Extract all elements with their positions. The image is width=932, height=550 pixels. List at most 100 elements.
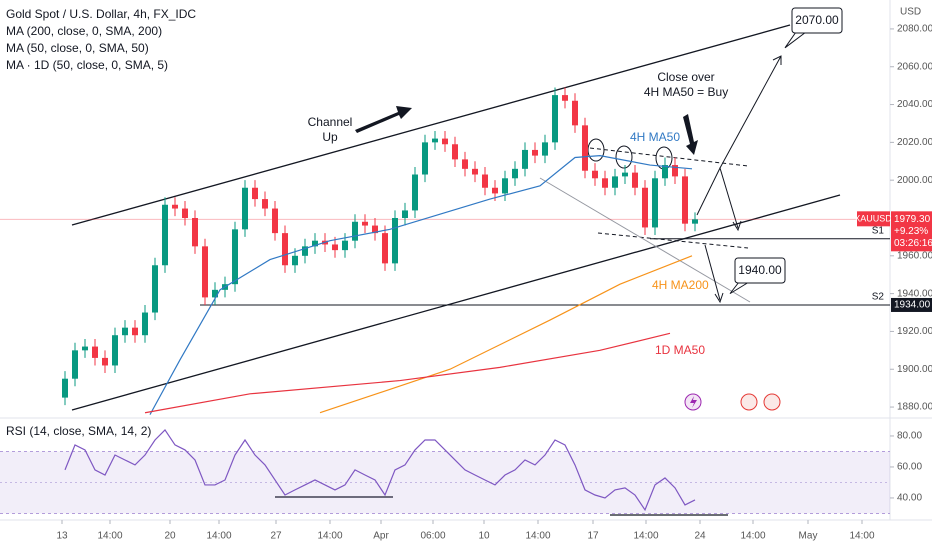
candle-body <box>112 335 118 366</box>
candle-body <box>312 240 318 247</box>
annotation: Up <box>322 130 338 144</box>
callout-box <box>791 7 843 34</box>
candle-body <box>252 187 258 200</box>
candle-body <box>342 240 348 251</box>
callout-label: 1940.00 <box>738 263 782 277</box>
y-tick-label: 2000.00 <box>897 175 932 186</box>
candle-body <box>92 346 98 358</box>
callout-box <box>734 257 786 284</box>
x-tick-label: 10 <box>478 531 490 542</box>
candle-body <box>352 221 358 241</box>
callout-pointer <box>729 281 750 295</box>
y-tick-label: 2040.00 <box>897 99 932 110</box>
y-tick-label: 1940.00 <box>897 288 932 299</box>
x-tick-label: 24 <box>694 531 706 542</box>
candle-body <box>662 165 668 179</box>
y-tick-label: 2060.00 <box>897 61 932 72</box>
candle-body <box>432 138 438 143</box>
rsi-title: RSI (14, close, SMA, 14, 2) <box>6 424 151 438</box>
event-icon <box>763 393 781 411</box>
candle-body <box>212 289 218 298</box>
candle-body <box>562 95 568 101</box>
y-tick-label: 1920.00 <box>897 326 932 337</box>
x-tick-label: May <box>799 531 818 542</box>
candle-body <box>382 233 388 264</box>
symbol-tag-label: XAUUSD <box>854 214 892 224</box>
candle-body <box>182 208 188 218</box>
candle-body <box>402 210 408 218</box>
x-tick-label: 14:00 <box>525 531 550 542</box>
level-name: S2 <box>872 292 885 303</box>
candle-body <box>412 174 418 211</box>
event-icon-glyph <box>690 396 697 408</box>
channel-top <box>71 24 791 226</box>
y-tick-label: 2080.00 <box>897 24 932 35</box>
candle-body <box>282 233 288 266</box>
buy-arrow <box>683 114 698 155</box>
candle-body <box>572 100 578 126</box>
candle-body <box>332 244 338 251</box>
candle-body <box>512 168 518 179</box>
x-tick-label: 20 <box>164 531 176 542</box>
indicator-legend: MA (50, close, 0, SMA, 50) <box>6 41 149 55</box>
level-name: S1 <box>872 225 885 236</box>
x-tick-label: 17 <box>587 531 599 542</box>
candle-body <box>392 217 398 264</box>
dashed-resistance <box>589 147 749 167</box>
callout-label: 2070.00 <box>795 13 839 27</box>
candle-body <box>292 255 298 266</box>
y-tick-label: 1880.00 <box>897 402 932 413</box>
candle-body <box>172 204 178 209</box>
candle-body <box>442 138 448 145</box>
ma-label: 1D MA50 <box>655 343 705 357</box>
event-icon <box>740 393 758 411</box>
event-icons <box>684 393 781 411</box>
chart-title: Gold Spot / U.S. Dollar, 4h, FX_IDC <box>6 7 196 21</box>
candle-body <box>202 246 208 298</box>
annotation: 4H MA50 = Buy <box>644 85 728 99</box>
y-tick-label: 2020.00 <box>897 137 932 148</box>
circle-mark <box>615 145 633 169</box>
candle-body <box>122 327 128 336</box>
candle-body <box>682 176 688 224</box>
candle-body <box>362 221 368 226</box>
candle-body <box>132 327 138 336</box>
price-tag <box>891 211 932 252</box>
candle-body <box>272 208 278 234</box>
candle-body <box>142 312 148 336</box>
drawings <box>71 24 841 516</box>
candle-body <box>492 187 498 194</box>
candle-body <box>622 172 628 177</box>
candle-body <box>192 217 198 247</box>
ma-line <box>144 332 671 414</box>
x-tick-label: 06:00 <box>420 531 445 542</box>
candle-body <box>612 176 618 188</box>
candle-body <box>462 159 468 169</box>
y-tick-label: 60.00 <box>897 462 922 473</box>
ma-line <box>319 255 693 414</box>
arrow-head <box>772 55 782 65</box>
candle-body <box>502 178 508 194</box>
candle-body <box>102 357 108 366</box>
candle-body <box>372 225 378 234</box>
countdown-label: 03:26:16 <box>894 238 932 249</box>
candle-body <box>152 265 158 313</box>
indicator-legend: MA · 1D (50, close, 0, SMA, 5) <box>6 58 168 72</box>
candle-body <box>582 125 588 171</box>
candle-body <box>532 149 538 156</box>
y-tick-label: 1960.00 <box>897 250 932 261</box>
y-tick-label: 40.00 <box>897 493 922 504</box>
callout-pointer <box>784 31 807 49</box>
candle-body <box>452 144 458 160</box>
candle-body <box>552 95 558 143</box>
candle-body <box>592 170 598 179</box>
candle-body <box>692 219 698 224</box>
rsi-line <box>64 428 696 512</box>
candle-body <box>652 178 658 228</box>
channel-bottom <box>71 194 841 411</box>
x-tick-label: 14:00 <box>206 531 231 542</box>
unit-label: USD <box>900 7 921 18</box>
candle-body <box>82 346 88 351</box>
x-tick-label: Apr <box>373 531 389 542</box>
annotation: Channel <box>308 115 353 129</box>
